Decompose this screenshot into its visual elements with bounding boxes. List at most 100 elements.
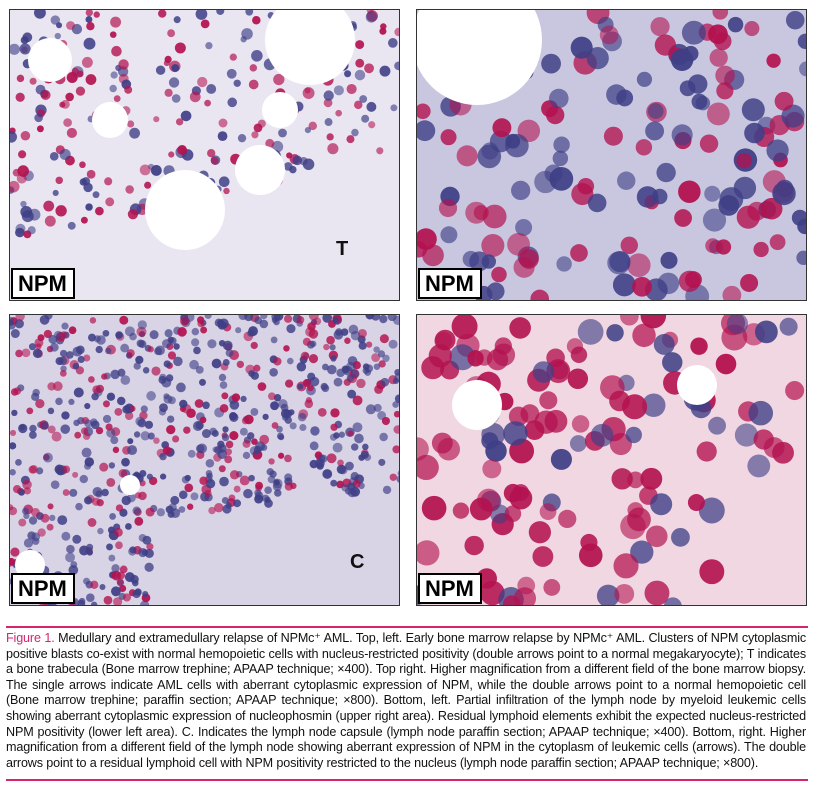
npm-positive-cell bbox=[55, 176, 63, 185]
npm-positive-cell bbox=[239, 475, 250, 486]
npm-positive-cell bbox=[47, 425, 56, 434]
cell-nucleus bbox=[698, 497, 725, 524]
cell-nucleus bbox=[47, 407, 55, 415]
cell-nucleus bbox=[48, 334, 58, 344]
npm-positive-cell bbox=[95, 426, 104, 435]
cell-nucleus bbox=[309, 441, 319, 451]
npm-positive-cell bbox=[218, 465, 226, 473]
cell-nucleus bbox=[708, 416, 726, 435]
npm-positive-cell bbox=[421, 356, 445, 380]
cell-nucleus bbox=[173, 343, 180, 350]
npm-positive-cell bbox=[127, 120, 135, 128]
npm-positive-cell bbox=[482, 204, 507, 229]
npm-positive-cell bbox=[715, 65, 735, 86]
cell-nucleus bbox=[121, 457, 130, 467]
caption-text: Medullary and extramedullary relapse of … bbox=[6, 631, 806, 770]
npm-positive-cell bbox=[86, 22, 95, 31]
cell-nucleus bbox=[10, 43, 20, 55]
cell-nucleus bbox=[553, 136, 570, 153]
cell-nucleus bbox=[86, 549, 93, 556]
npm-positive-cell bbox=[632, 276, 652, 297]
cell-nucleus bbox=[110, 436, 119, 445]
fat-vacuole bbox=[452, 380, 502, 430]
cell-nucleus bbox=[19, 424, 26, 431]
cell-nucleus bbox=[250, 407, 259, 416]
cell-nucleus bbox=[23, 512, 30, 520]
cell-nucleus bbox=[90, 601, 98, 605]
cell-nucleus bbox=[382, 354, 390, 362]
cell-nucleus bbox=[379, 315, 388, 324]
cell-nucleus bbox=[197, 443, 208, 454]
npm-positive-cell bbox=[96, 498, 104, 507]
npm-positive-cell bbox=[392, 445, 399, 454]
cell-nucleus bbox=[286, 324, 296, 334]
npm-positive-cell bbox=[284, 379, 294, 388]
npm-positive-cell bbox=[221, 392, 229, 400]
npm-positive-cell bbox=[456, 145, 478, 167]
cell-nucleus bbox=[140, 431, 150, 441]
cell-nucleus bbox=[341, 365, 350, 374]
fat-vacuole bbox=[28, 38, 72, 82]
npm-positive-cell bbox=[138, 491, 147, 501]
tissue-image bbox=[417, 10, 806, 300]
npm-positive-cell bbox=[355, 40, 365, 50]
npm-positive-cell bbox=[252, 15, 261, 25]
cell-nucleus bbox=[341, 484, 349, 492]
cell-nucleus bbox=[344, 70, 352, 78]
npm-positive-cell bbox=[421, 495, 447, 521]
npm-positive-cell bbox=[167, 29, 176, 38]
cell-nucleus bbox=[85, 16, 93, 23]
npm-positive-cell bbox=[186, 408, 196, 419]
npm-positive-cell bbox=[164, 88, 173, 97]
npm-positive-cell bbox=[371, 353, 381, 363]
npm-positive-cell bbox=[15, 315, 25, 321]
npm-positive-cell bbox=[66, 127, 77, 139]
cell-nucleus bbox=[160, 473, 167, 480]
cell-nucleus bbox=[29, 424, 37, 433]
cell-nucleus bbox=[440, 226, 458, 244]
cell-nucleus bbox=[394, 394, 399, 404]
npm-positive-cell bbox=[85, 74, 97, 85]
cell-nucleus bbox=[84, 457, 95, 467]
npm-positive-cell bbox=[145, 507, 155, 517]
cell-nucleus bbox=[77, 599, 86, 605]
cell-nucleus bbox=[31, 392, 40, 401]
npm-positive-cell bbox=[296, 315, 305, 324]
npm-positive-cell bbox=[204, 99, 211, 107]
cell-nucleus bbox=[42, 452, 53, 463]
cell-nucleus bbox=[109, 513, 117, 520]
cell-nucleus bbox=[165, 505, 174, 514]
npm-positive-cell bbox=[127, 209, 139, 220]
npm-positive-cell bbox=[99, 462, 109, 472]
npm-positive-cell bbox=[379, 334, 389, 344]
cell-nucleus bbox=[83, 577, 90, 585]
cell-nucleus bbox=[142, 367, 150, 374]
cell-nucleus bbox=[379, 432, 388, 442]
cell-nucleus bbox=[137, 320, 147, 330]
npm-positive-cell bbox=[283, 345, 290, 352]
cell-nucleus bbox=[136, 339, 145, 348]
cell-nucleus bbox=[207, 339, 217, 349]
cell-nucleus bbox=[378, 458, 386, 466]
cell-nucleus bbox=[271, 140, 284, 153]
npm-positive-cell bbox=[678, 270, 701, 292]
cell-nucleus bbox=[156, 508, 165, 517]
cell-nucleus bbox=[327, 364, 337, 375]
fat-vacuole bbox=[265, 10, 355, 85]
cell-nucleus bbox=[179, 399, 188, 409]
npm-positive-cell bbox=[620, 315, 639, 326]
cell-nucleus bbox=[570, 36, 593, 59]
npm-positive-cell bbox=[344, 337, 351, 344]
cell-nucleus bbox=[10, 468, 16, 476]
cell-nucleus bbox=[481, 142, 499, 160]
npm-positive-cell bbox=[766, 53, 781, 68]
cell-nucleus bbox=[67, 221, 76, 230]
npm-positive-cell bbox=[645, 525, 668, 548]
npm-positive-cell bbox=[147, 346, 154, 353]
npm-positive-cell bbox=[699, 134, 719, 153]
cell-nucleus bbox=[322, 315, 333, 323]
npm-positive-cell bbox=[539, 503, 557, 521]
cell-nucleus bbox=[19, 43, 31, 55]
npm-positive-cell bbox=[313, 317, 322, 325]
npm-positive-cell bbox=[194, 399, 204, 408]
